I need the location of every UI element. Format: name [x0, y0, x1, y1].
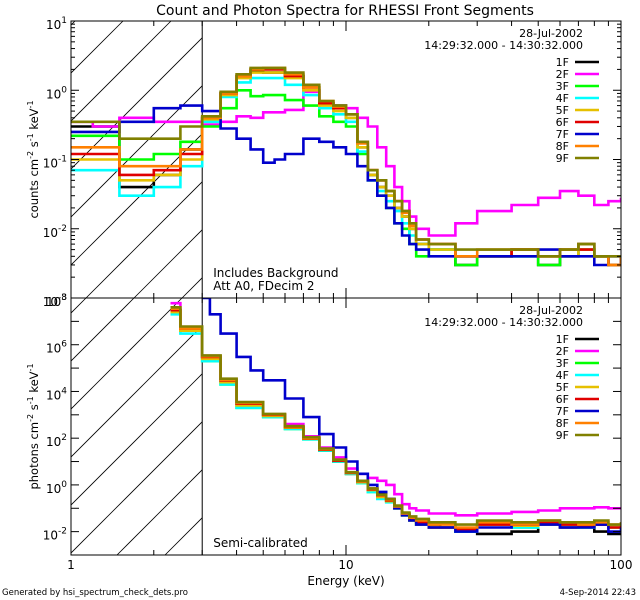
hatch-line — [71, 325, 203, 458]
hatch-line — [71, 21, 124, 74]
chart-title: Count and Photon Spectra for RHESSI Fron… — [156, 3, 534, 19]
hatch-line — [71, 133, 203, 266]
hatch-line — [133, 229, 203, 298]
hatch-line — [71, 298, 183, 410]
y-tick-label: 10-3 — [43, 293, 67, 309]
y-tick-label: 100 — [46, 480, 67, 496]
time-range-label: 14:29:32.000 - 14:30:32.000 — [424, 316, 583, 329]
y-tick-label: 10-1 — [43, 155, 67, 171]
legend-label-1F: 1F — [556, 333, 569, 346]
y-tick-label: 102 — [46, 433, 67, 449]
hatch-line — [71, 298, 87, 314]
hatch-line — [405, 298, 640, 555]
hatch-line — [309, 298, 566, 555]
series-3F — [170, 308, 621, 533]
date-label: 28-Jul-2002 — [519, 27, 583, 40]
y-axis-label: photons cm-2 s-1 keV-1 — [26, 363, 41, 489]
legend-label-8F: 8F — [556, 140, 569, 153]
x-tick-label: 100 — [610, 558, 633, 572]
legend-label-6F: 6F — [556, 116, 569, 129]
y-tick-label: 101 — [46, 16, 67, 32]
series-9F — [71, 66, 621, 258]
hatch-line — [85, 181, 203, 298]
legend-label-2F: 2F — [556, 68, 569, 81]
hatch-line — [501, 298, 640, 555]
series-6F — [170, 308, 621, 532]
hatch-line — [71, 373, 203, 506]
y-tick-label: 108 — [46, 293, 67, 309]
legend-label-1F: 1F — [556, 56, 569, 69]
series-5F — [71, 71, 621, 267]
y-tick-label: 100 — [46, 85, 67, 101]
legend-label-9F: 9F — [556, 152, 569, 165]
hatch-line — [71, 21, 172, 122]
series-5F — [170, 310, 621, 532]
legend-label-7F: 7F — [556, 405, 569, 418]
y-axis-label: counts cm-2 s-1 keV-1 — [26, 100, 41, 218]
annotation-text: Att A0, FDecim 2 — [213, 279, 314, 293]
annotation-text: Includes Background — [213, 266, 338, 280]
date-label: 28-Jul-2002 — [519, 304, 583, 317]
legend-label-9F: 9F — [556, 429, 569, 442]
hatch-line — [116, 469, 203, 555]
legend-label-3F: 3F — [556, 80, 569, 93]
y-tick-label: 106 — [46, 340, 67, 356]
y-tick-label: 10-2 — [43, 224, 67, 240]
legend-label-4F: 4F — [556, 92, 569, 105]
series-8F — [71, 66, 621, 267]
series-4F — [170, 313, 621, 533]
hatch-line — [453, 298, 640, 555]
series-1F — [71, 69, 621, 267]
legend-label-6F: 6F — [556, 393, 569, 406]
legend-label-7F: 7F — [556, 128, 569, 141]
hatch-line — [71, 421, 203, 554]
hatch-line — [357, 298, 614, 555]
plot-frame — [70, 297, 622, 556]
hatch-line — [71, 298, 135, 362]
legend-label-5F: 5F — [556, 104, 569, 117]
hatch-region — [71, 298, 640, 555]
legend-label-5F: 5F — [556, 381, 569, 394]
legend-label-3F: 3F — [556, 357, 569, 370]
x-axis-label: Energy (keV) — [307, 574, 384, 588]
hatch-line — [0, 21, 27, 298]
hatch-line — [597, 298, 640, 555]
series-2F — [170, 301, 621, 517]
time-range-label: 14:29:32.000 - 14:30:32.000 — [424, 39, 583, 52]
x-tick-label: 10 — [338, 558, 353, 572]
legend-label-4F: 4F — [556, 369, 569, 382]
legend-label-8F: 8F — [556, 417, 569, 430]
y-tick-label: 10-2 — [43, 527, 67, 543]
footer-generated: Generated by hsi_spectrum_check_dets.pro — [2, 588, 188, 598]
hatch-line — [213, 298, 470, 555]
series-1F — [170, 308, 621, 536]
annotation-text: Semi-calibrated — [213, 536, 308, 550]
top-panel-counts: 10-3 10-2 10-1 100 101 counts cm-2 s-1 keV-1 2… — [0, 16, 622, 309]
y-tick-label: 104 — [46, 386, 67, 402]
series-group — [170, 298, 621, 536]
footer-date: 4-Sep-2014 22:43 — [560, 588, 636, 598]
x-tick-label: 1 — [67, 558, 75, 572]
legend-label-2F: 2F — [556, 345, 569, 358]
series-group — [71, 66, 621, 267]
series-9F — [170, 306, 621, 526]
